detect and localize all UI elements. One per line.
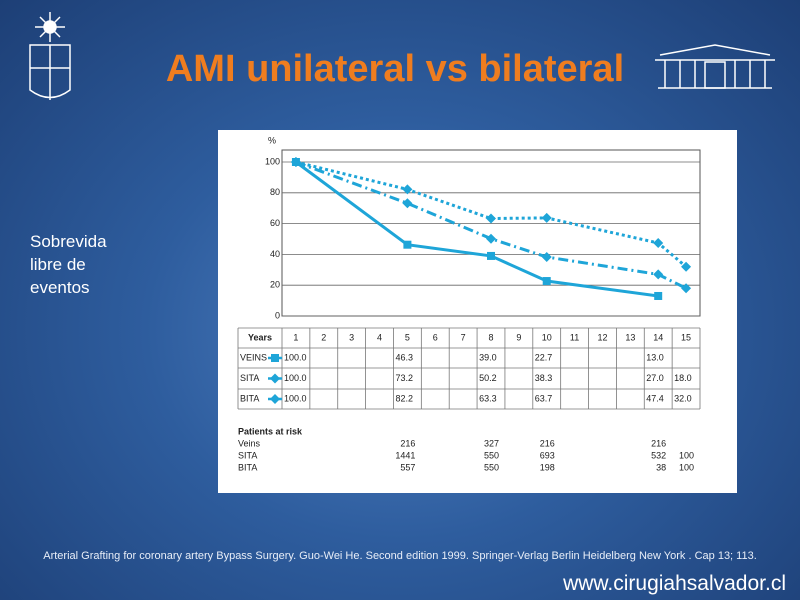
data-marker [653, 238, 664, 249]
x-tick-label: 15 [681, 332, 691, 342]
data-marker [542, 277, 551, 286]
table-value: 13.0 [646, 352, 664, 362]
risk-value: 1441 [395, 450, 415, 460]
data-marker [541, 252, 552, 263]
risk-value: 693 [540, 450, 555, 460]
data-marker [486, 213, 496, 224]
table-value: 38.3 [535, 373, 553, 383]
series-line [295, 160, 687, 290]
legend-label: BITA [240, 393, 259, 403]
x-tick-label: 12 [597, 332, 607, 342]
y-tick-label: 100 [265, 156, 280, 166]
data-marker [653, 269, 664, 280]
legend-label: SITA [240, 373, 259, 383]
y-tick-label: 80 [270, 187, 280, 197]
risk-value: 198 [540, 462, 555, 472]
table-value: 63.7 [535, 393, 553, 403]
risk-row-name: SITA [238, 450, 257, 460]
x-tick-label: 7 [461, 332, 466, 342]
x-tick-label: 1 [293, 332, 298, 342]
data-marker [403, 240, 412, 249]
risk-title: Patients at risk [238, 426, 303, 436]
table-value: 47.4 [646, 393, 664, 403]
x-tick-label: 5 [405, 332, 410, 342]
series-line [295, 160, 688, 268]
website: www.cirugiahsalvador.cl [563, 572, 786, 595]
x-tick-label: 6 [433, 332, 438, 342]
legend-label: VEINS [240, 352, 267, 362]
table-value: 100.0 [284, 373, 307, 383]
table-value: 100.0 [284, 352, 307, 362]
data-marker [681, 261, 692, 272]
data-marker [270, 394, 280, 404]
y-tick-label: 20 [270, 280, 280, 290]
x-tick-label: 3 [349, 332, 354, 342]
y-tick-label: 40 [270, 249, 280, 259]
data-marker [654, 291, 663, 300]
data-marker [270, 373, 280, 384]
y-axis-label: % [268, 135, 276, 145]
data-marker [271, 354, 279, 362]
risk-value: 216 [540, 438, 555, 448]
risk-value: 550 [484, 450, 499, 460]
risk-value: 100 [679, 450, 694, 460]
table-value: 39.0 [479, 352, 497, 362]
data-marker [402, 184, 413, 195]
table-value: 82.2 [395, 393, 413, 403]
risk-value: 216 [651, 438, 666, 448]
data-marker [487, 251, 495, 260]
x-tick-label: 13 [625, 332, 635, 342]
table-value: 63.3 [479, 393, 497, 403]
table-value: 100.0 [284, 393, 307, 403]
data-marker [541, 212, 552, 223]
risk-row-name: Veins [238, 438, 261, 448]
risk-value: 532 [651, 450, 666, 460]
citation: Arterial Grafting for coronary artery By… [43, 550, 757, 562]
data-marker [290, 157, 301, 167]
slide-title: AMI unilateral vs bilateral [165, 48, 625, 90]
risk-value: 38 [656, 462, 666, 472]
risk-value: 557 [400, 462, 415, 472]
data-marker [486, 233, 496, 244]
x-tick-label: 2 [321, 332, 326, 342]
risk-value: 550 [484, 462, 499, 472]
university-logo [29, 12, 71, 100]
table-value: 32.0 [674, 393, 692, 403]
x-tick-label: 4 [377, 332, 382, 342]
data-marker [402, 198, 413, 209]
side-text: Sobrevida libre de eventos [30, 232, 107, 297]
table-value: 22.7 [535, 352, 553, 362]
x-tick-label: 11 [570, 332, 579, 342]
risk-value: 216 [400, 438, 415, 448]
x-tick-label: 8 [488, 332, 493, 342]
table-value: 73.2 [395, 373, 413, 383]
x-tick-label: 10 [542, 332, 552, 342]
risk-value: 100 [679, 462, 694, 472]
risk-value: 327 [484, 438, 499, 448]
building-logo [655, 44, 775, 89]
y-tick-label: 0 [275, 310, 280, 320]
x-tick-label: 14 [653, 332, 663, 342]
table-value: 46.3 [395, 352, 413, 362]
table-value: 18.0 [674, 373, 692, 383]
risk-row-name: BITA [238, 462, 257, 472]
table-header: Years [248, 332, 272, 342]
y-tick-label: 60 [270, 218, 280, 228]
table-value: 27.0 [646, 373, 664, 383]
table-value: 50.2 [479, 373, 497, 383]
x-tick-label: 9 [516, 332, 521, 342]
data-marker [681, 283, 692, 294]
chart-panel [218, 130, 737, 493]
